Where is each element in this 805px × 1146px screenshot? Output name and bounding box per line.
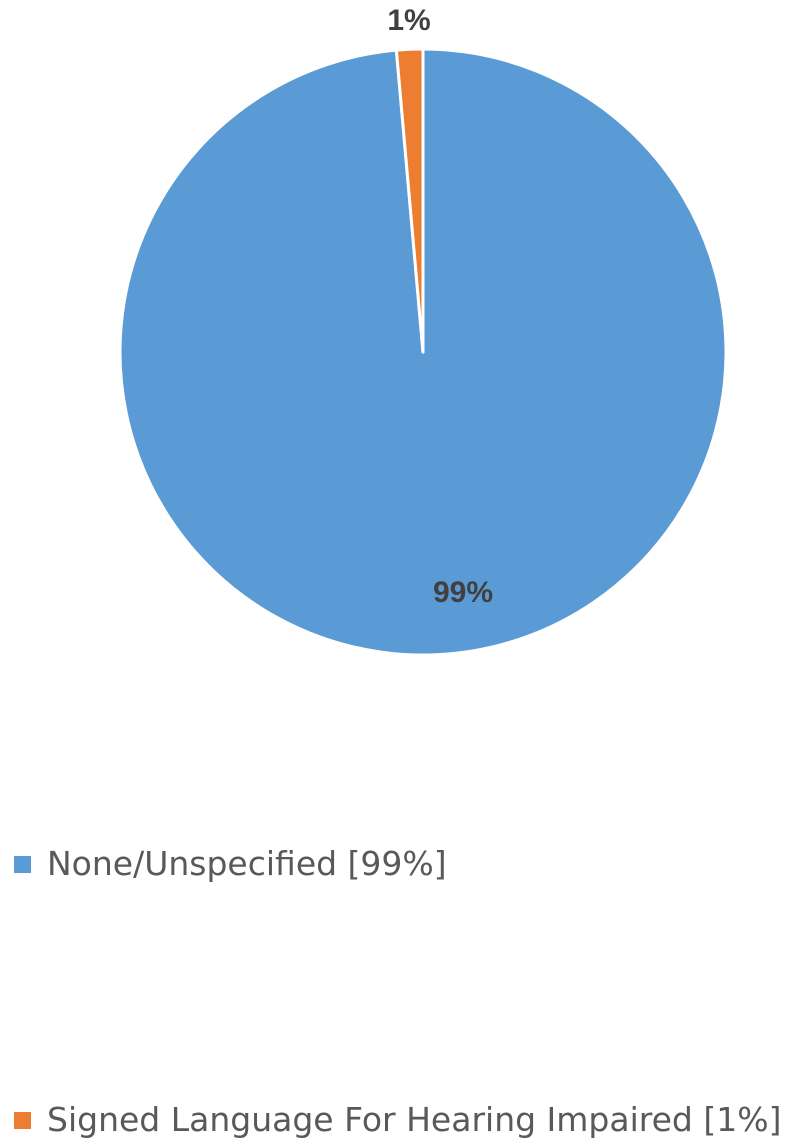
legend-label-none-unspecified: None/Unspecified [99%] — [47, 844, 447, 883]
legend-swatch-signed-language — [14, 1111, 31, 1129]
pie-slice-signed-language-for-hearing-impaired[interactable] — [394, 47, 425, 354]
legend-label-signed-language: Signed Language For Hearing Impaired [1%… — [47, 1100, 782, 1139]
data-label-signed-language-for-hearing-impaired: 1% — [387, 4, 430, 37]
legend-item-signed-language[interactable]: Signed Language For Hearing Impaired [1%… — [14, 1098, 781, 1142]
legend-swatch-none-unspecified — [14, 855, 31, 873]
pie-slices — [118, 47, 728, 657]
data-label-none-unspecified: 99% — [433, 576, 493, 609]
pie-data-labels: 99% 1% — [387, 4, 493, 609]
chart-legend: None/Unspecified [99%] Signed Language F… — [14, 0, 805, 1146]
pie-chart: 99% 1% — [118, 4, 728, 657]
legend-item-none-unspecified[interactable]: None/Unspecified [99%] — [14, 842, 447, 886]
